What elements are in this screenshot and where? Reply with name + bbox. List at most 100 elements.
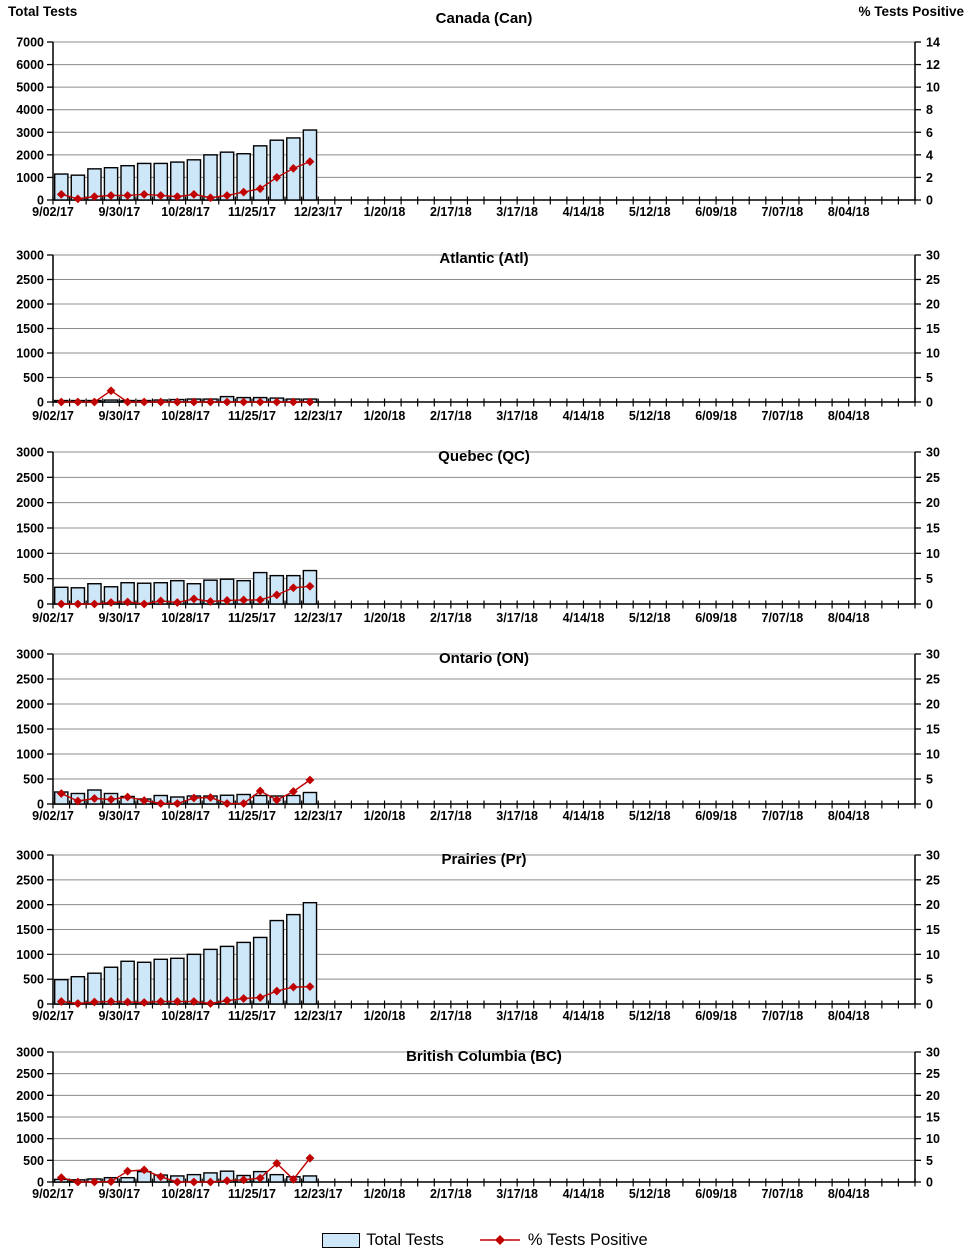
right-axis-tick-label: 20 (926, 298, 940, 312)
pct-positive-marker (139, 1165, 149, 1175)
x-tick-label: 7/07/18 (762, 1009, 804, 1023)
x-tick-label: 12/23/17 (294, 611, 343, 625)
pct-positive-marker (73, 999, 83, 1008)
x-tick-label: 9/02/17 (32, 205, 74, 219)
total-tests-bar (219, 151, 235, 201)
right-axis-tick-label: 25 (926, 273, 940, 287)
right-axis-header: % Tests Positive (858, 4, 964, 19)
x-tick-label: 1/20/18 (364, 1187, 406, 1201)
x-tick-label: 11/25/17 (228, 1009, 276, 1023)
pct-positive-marker (255, 184, 265, 194)
right-axis-tick-label: 15 (926, 723, 940, 737)
left-axis-tick-label: 2000 (16, 1089, 44, 1103)
left-axis-tick-label: 0 (37, 194, 44, 208)
right-axis-tick-label: 30 (926, 249, 940, 263)
x-tick-label: 11/25/17 (228, 809, 276, 823)
left-axis-tick-label: 2500 (16, 873, 44, 887)
right-axis-tick-label: 25 (926, 673, 940, 687)
total-tests-bar (286, 913, 301, 1005)
x-tick-label: 7/07/18 (762, 1187, 804, 1201)
x-tick-label: 9/02/17 (32, 1187, 74, 1201)
left-axis-tick-label: 2000 (16, 496, 44, 510)
right-axis-tick-label: 5 (926, 572, 933, 586)
x-tick-label: 4/14/18 (563, 1187, 605, 1201)
right-axis-tick-label: 30 (926, 446, 940, 460)
x-tick-label: 7/07/18 (762, 409, 804, 423)
x-tick-label: 11/25/17 (228, 409, 276, 423)
pct-positive-marker (255, 786, 265, 796)
total-tests-bar (136, 961, 152, 1005)
pct-positive-marker (288, 583, 298, 593)
pct-positive-marker (73, 397, 83, 407)
pct-positive-marker (90, 794, 99, 803)
right-axis-tick-label: 0 (926, 998, 933, 1012)
x-tick-label: 10/28/17 (161, 809, 210, 823)
left-axis-tick-label: 3000 (16, 1046, 44, 1060)
x-tick-label: 2/17/18 (430, 409, 472, 423)
total-tests-bar (236, 153, 251, 201)
x-tick-label: 3/17/18 (496, 1187, 538, 1201)
x-tick-label: 1/20/18 (364, 409, 406, 423)
x-tick-label: 6/09/18 (695, 611, 737, 625)
right-axis-tick-label: 5 (926, 773, 933, 787)
legend-pct-positive-label: % Tests Positive (527, 1230, 648, 1249)
right-axis-tick-label: 0 (926, 396, 933, 410)
pct-positive-marker (189, 1177, 199, 1187)
pct-positive-marker (139, 796, 149, 805)
legend-item-pct-positive: % Tests Positive (478, 1231, 648, 1250)
right-axis-tick-label: 5 (926, 371, 933, 385)
x-tick-label: 8/04/18 (828, 809, 870, 823)
left-axis-tick-label: 3000 (16, 249, 44, 263)
x-tick-label: 10/28/17 (161, 1187, 210, 1201)
x-tick-label: 4/14/18 (563, 1009, 605, 1023)
total-tests-bar (269, 1173, 285, 1183)
pct-positive-marker (156, 191, 166, 200)
pct-positive-marker (272, 590, 282, 600)
pct-positive-marker (139, 998, 149, 1007)
right-axis-tick-label: 15 (926, 1111, 940, 1125)
x-tick-label: 10/28/17 (161, 611, 210, 625)
pct-positive-marker (222, 799, 232, 808)
x-tick-label: 6/09/18 (695, 205, 737, 219)
pct-positive-marker (156, 997, 166, 1006)
right-axis-tick-label: 2 (926, 171, 933, 185)
pct-positive-marker (106, 997, 116, 1006)
x-tick-label: 8/04/18 (828, 611, 870, 625)
right-axis-tick-label: 14 (926, 36, 940, 50)
total-tests-bar (120, 960, 135, 1005)
left-axis-tick-label: 2500 (16, 471, 44, 485)
x-tick-label: 8/04/18 (828, 1009, 870, 1023)
pct-positive-marker (90, 192, 99, 202)
total-tests-bar (203, 154, 218, 201)
pct-positive-marker (172, 799, 182, 808)
x-tick-label: 5/12/18 (629, 611, 671, 625)
left-axis-tick-label: 6000 (16, 58, 44, 72)
x-tick-label: 11/25/17 (228, 611, 276, 625)
total-tests-bar (302, 1175, 318, 1183)
left-axis-tick-label: 0 (37, 998, 44, 1012)
chart-title: Ontario (ON) (439, 650, 529, 667)
left-axis-tick-label: 1000 (16, 171, 44, 185)
x-tick-label: 5/12/18 (629, 409, 671, 423)
pct-positive-marker (172, 997, 182, 1006)
pct-positive-marker (305, 775, 315, 785)
x-tick-label: 7/07/18 (762, 611, 804, 625)
legend: Total Tests % Tests Positive (0, 1224, 970, 1256)
pct-positive-marker (272, 173, 282, 182)
right-axis-tick-label: 0 (926, 194, 933, 208)
left-axis-tick-label: 500 (23, 1154, 44, 1168)
total-tests-bar (252, 794, 268, 805)
left-axis-tick-label: 1500 (16, 322, 44, 336)
x-tick-label: 9/30/17 (98, 611, 140, 625)
pct-positive-marker (73, 796, 83, 806)
pct-positive-marker (106, 598, 116, 607)
right-axis-tick-label: 15 (926, 522, 940, 536)
x-tick-label: 10/28/17 (161, 1009, 210, 1023)
x-tick-label: 12/23/17 (294, 809, 343, 823)
x-tick-label: 11/25/17 (228, 205, 276, 219)
total-tests-bar (302, 791, 318, 805)
pct-positive-marker (123, 597, 132, 607)
right-axis-tick-label: 30 (926, 849, 940, 863)
left-axis-tick-label: 4000 (16, 103, 44, 117)
